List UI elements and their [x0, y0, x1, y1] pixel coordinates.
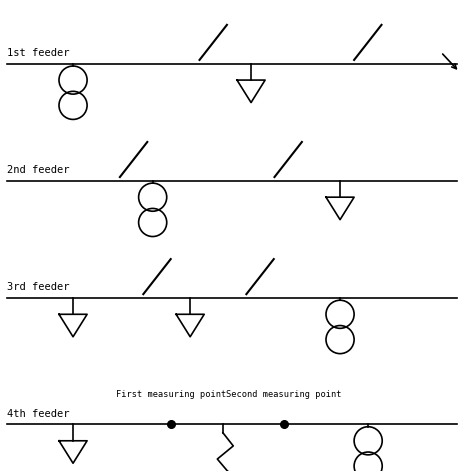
Text: 1st feeder: 1st feeder	[8, 48, 70, 58]
Text: First measuring point: First measuring point	[116, 390, 227, 399]
Text: 3rd feeder: 3rd feeder	[8, 283, 70, 292]
Text: 4th feeder: 4th feeder	[8, 409, 70, 419]
Text: Second measuring point: Second measuring point	[226, 390, 342, 399]
Text: 2nd feeder: 2nd feeder	[8, 165, 70, 175]
